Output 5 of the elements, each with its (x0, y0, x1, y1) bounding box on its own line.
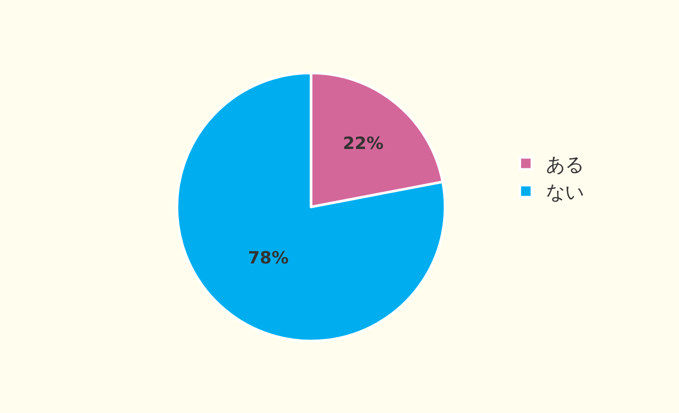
pie-slice (176, 72, 446, 342)
legend-label: ない (546, 182, 584, 204)
legend-label: ある (546, 154, 584, 176)
data-label: 22% (342, 134, 384, 154)
data-label: 78% (248, 248, 289, 269)
